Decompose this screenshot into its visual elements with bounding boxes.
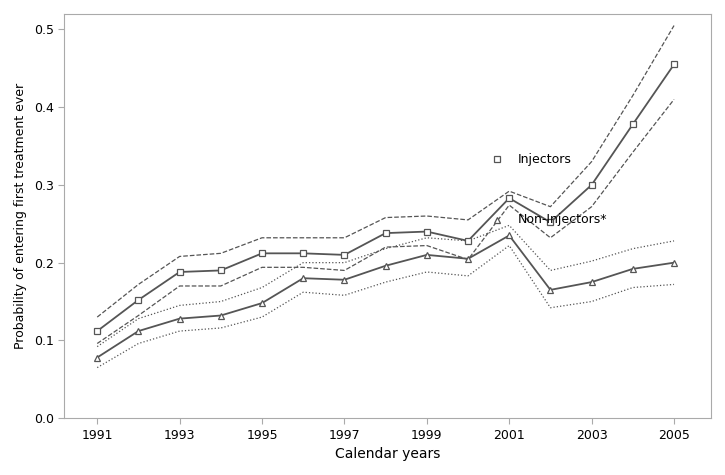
Text: Non-Injectors*: Non-Injectors* [518,213,607,227]
Text: Injectors: Injectors [518,153,571,166]
Y-axis label: Probability of entering first treatment ever: Probability of entering first treatment … [14,83,27,349]
X-axis label: Calendar years: Calendar years [335,447,440,461]
